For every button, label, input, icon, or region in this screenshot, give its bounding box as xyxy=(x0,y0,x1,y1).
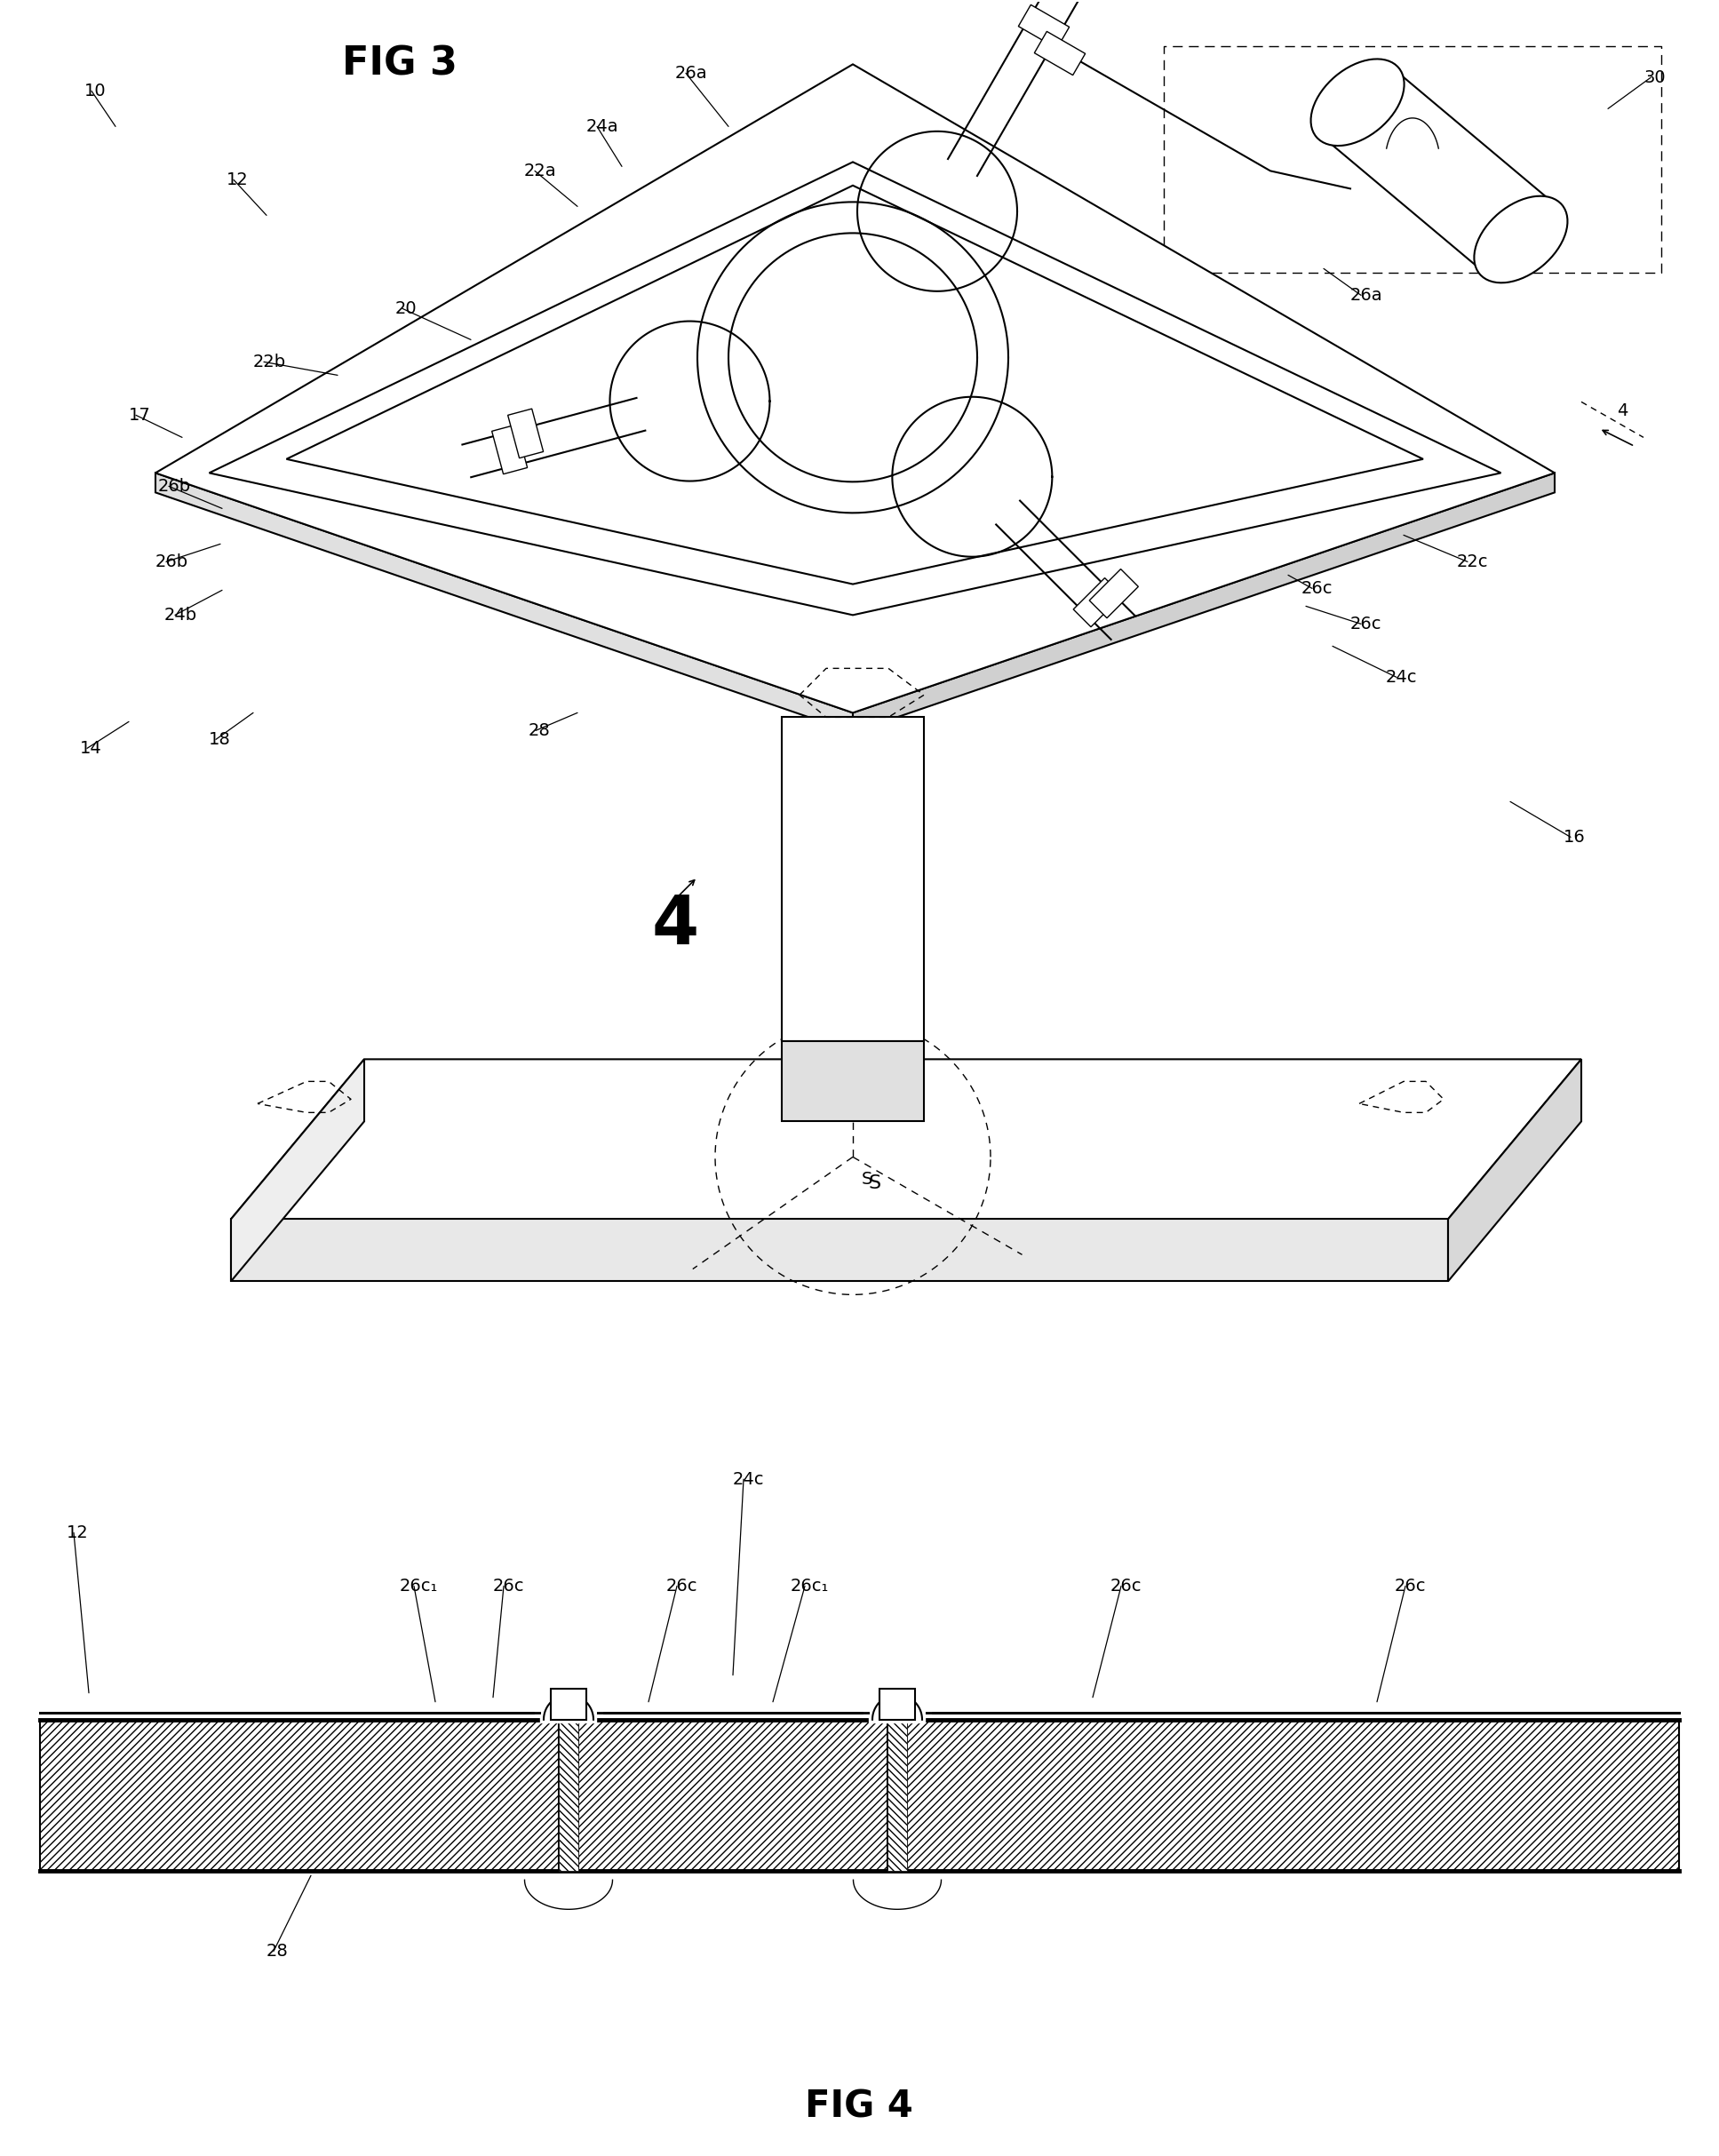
Text: 26c₁: 26c₁ xyxy=(401,1578,438,1595)
Polygon shape xyxy=(853,472,1554,733)
Text: 12: 12 xyxy=(67,1524,89,1542)
Polygon shape xyxy=(552,1688,586,1720)
Text: 30: 30 xyxy=(1643,69,1666,86)
Text: 24a: 24a xyxy=(586,119,619,136)
Text: 26c: 26c xyxy=(1394,1578,1427,1595)
Polygon shape xyxy=(559,1720,578,1871)
Polygon shape xyxy=(1090,569,1138,619)
Text: FIG 4: FIG 4 xyxy=(804,2089,913,2126)
Text: 18: 18 xyxy=(208,731,230,748)
Polygon shape xyxy=(1073,578,1123,627)
Polygon shape xyxy=(559,1720,578,1871)
Text: 26c: 26c xyxy=(1301,580,1332,597)
Text: 28: 28 xyxy=(528,722,550,740)
Polygon shape xyxy=(887,1720,908,1871)
Polygon shape xyxy=(155,472,853,733)
Polygon shape xyxy=(40,1720,1679,1871)
Text: 24c: 24c xyxy=(1386,668,1418,686)
Text: 22c: 22c xyxy=(1458,554,1489,569)
Text: 12: 12 xyxy=(227,170,249,188)
Text: 10: 10 xyxy=(84,82,107,99)
Polygon shape xyxy=(492,425,528,474)
Text: 26b: 26b xyxy=(158,479,191,494)
Polygon shape xyxy=(507,410,543,457)
Text: 26c: 26c xyxy=(1351,614,1382,632)
Text: FIG 3: FIG 3 xyxy=(342,45,457,84)
Text: 17: 17 xyxy=(129,407,151,423)
Polygon shape xyxy=(782,1041,923,1121)
Polygon shape xyxy=(230,1059,1581,1218)
Text: 24b: 24b xyxy=(165,606,198,623)
Ellipse shape xyxy=(1475,196,1568,282)
Polygon shape xyxy=(230,1059,364,1281)
Polygon shape xyxy=(887,1720,908,1871)
Text: 26a: 26a xyxy=(1351,287,1382,304)
Text: 20: 20 xyxy=(395,300,418,317)
Text: S: S xyxy=(868,1175,882,1192)
Text: S: S xyxy=(861,1171,873,1188)
Text: 24c: 24c xyxy=(732,1470,765,1488)
Polygon shape xyxy=(1035,32,1085,75)
Text: 26c: 26c xyxy=(1110,1578,1141,1595)
Text: 26b: 26b xyxy=(155,554,189,569)
Text: 26a: 26a xyxy=(676,65,708,82)
Text: 4: 4 xyxy=(1618,403,1628,418)
Text: 14: 14 xyxy=(81,740,101,757)
Polygon shape xyxy=(230,1218,1447,1281)
Text: 4: 4 xyxy=(652,893,698,959)
Text: 26c₁: 26c₁ xyxy=(791,1578,829,1595)
Text: 26c: 26c xyxy=(493,1578,524,1595)
Text: 22b: 22b xyxy=(253,354,285,371)
Text: 16: 16 xyxy=(1564,828,1585,845)
Polygon shape xyxy=(1447,1059,1581,1281)
Polygon shape xyxy=(782,718,923,1041)
Text: 22a: 22a xyxy=(524,162,557,179)
Polygon shape xyxy=(155,65,1554,714)
Text: 26c: 26c xyxy=(667,1578,698,1595)
Text: 28: 28 xyxy=(266,1943,289,1960)
Polygon shape xyxy=(1018,4,1069,47)
Polygon shape xyxy=(880,1688,915,1720)
Ellipse shape xyxy=(1312,58,1404,147)
Polygon shape xyxy=(1325,65,1552,276)
